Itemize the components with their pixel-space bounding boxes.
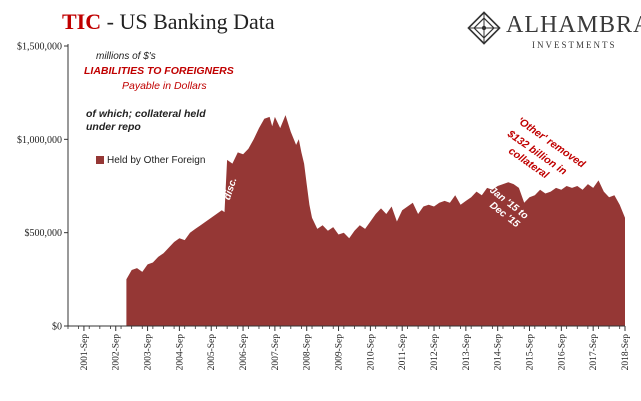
liabilities-note: LIABILITIES TO FOREIGNERS — [84, 65, 234, 77]
x-tick-label: 2003-Sep — [144, 334, 154, 371]
x-tick-label: 2004-Sep — [175, 334, 185, 371]
title-rest: - US Banking Data — [101, 9, 275, 34]
legend-swatch — [96, 156, 104, 164]
collateral-note-line1: of which; collateral held — [86, 108, 206, 120]
x-tick-label: 2006-Sep — [239, 334, 249, 371]
page-title: TIC - US Banking Data — [62, 9, 275, 35]
x-tick-label: 2017-Sep — [589, 334, 599, 371]
y-tick-label: $1,000,000 — [17, 135, 62, 146]
collateral-note-line2: under repo — [86, 121, 141, 133]
plot-group — [126, 115, 626, 326]
y-tick-label: $1,500,000 — [17, 42, 62, 53]
x-tick-label: 2005-Sep — [207, 334, 217, 371]
y-tick-label: $500,000 — [25, 228, 63, 239]
x-tick-label: 2008-Sep — [303, 334, 313, 371]
x-tick-label: 2016-Sep — [557, 334, 567, 371]
x-tick-label: 2012-Sep — [430, 334, 440, 371]
axes-group: $0 $500,000 $1,000,000 $1,500,000 2001-Sep 20… — [17, 42, 631, 371]
x-tick-label: 2013-Sep — [462, 334, 472, 371]
x-tick-label: 2010-Sep — [366, 334, 376, 371]
y-tick-label: $0 — [52, 322, 62, 333]
x-tick-label: 2018-Sep — [621, 334, 631, 371]
units-note: millions of $'s — [96, 51, 156, 62]
x-tick-label: 2001-Sep — [80, 334, 90, 371]
x-tick-label: 2002-Sep — [112, 334, 122, 371]
x-tick-label: 2007-Sep — [271, 334, 281, 371]
x-tick-label: 2014-Sep — [494, 334, 504, 371]
x-tick-label: 2011-Sep — [398, 334, 408, 370]
alhambra-logo-icon — [467, 11, 501, 45]
legend-label: Held by Other Foreign — [107, 155, 206, 166]
legend: Held by Other Foreign — [96, 155, 205, 166]
x-tick-label: 2015-Sep — [526, 334, 536, 371]
series-area-held-by-other-foreign — [126, 115, 626, 326]
x-tick-label: 2009-Sep — [335, 334, 345, 371]
title-prefix: TIC — [62, 9, 102, 34]
logo-subtitle: INVESTMENTS — [532, 40, 617, 50]
logo-name: ALHAMBRA — [506, 12, 641, 38]
payable-note: Payable in Dollars — [122, 80, 207, 92]
